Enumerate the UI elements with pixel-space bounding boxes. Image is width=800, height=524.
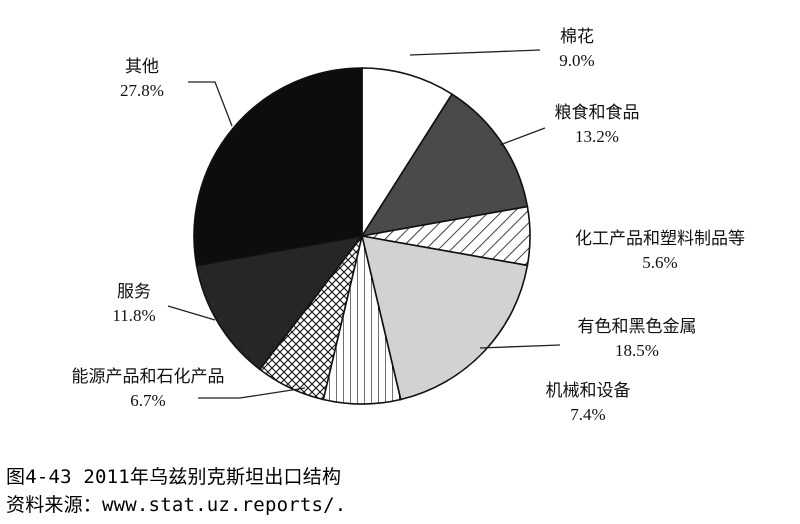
figure-caption-source: 资料来源：www.stat.uz.reports/. bbox=[6, 494, 347, 516]
slice-value-label-7: 11.8% bbox=[112, 306, 155, 325]
slice-value-label-5: 7.4% bbox=[570, 405, 605, 424]
slice-value-label-8: 27.8% bbox=[120, 81, 164, 100]
slice-label-8: 其他 bbox=[125, 57, 159, 77]
pie-slice-2 bbox=[360, 93, 529, 238]
leader-line-4 bbox=[479, 344, 561, 349]
pie-slice-1 bbox=[361, 67, 454, 239]
figure-caption-title: 图4-43 2011年乌兹别克斯坦出口结构 bbox=[6, 466, 342, 488]
slice-value-label-4: 18.5% bbox=[615, 341, 659, 360]
slice-label-7: 服务 bbox=[117, 282, 151, 302]
slice-label-3: 化工产品和塑料制品等 bbox=[575, 229, 745, 249]
slice-value-label-2: 13.2% bbox=[575, 127, 619, 146]
pie-slice-8 bbox=[193, 67, 363, 267]
slice-value-label-1: 9.0% bbox=[559, 51, 594, 70]
pie-slice-4 bbox=[360, 234, 529, 401]
leader-line-2 bbox=[499, 127, 546, 146]
slice-label-5: 机械和设备 bbox=[546, 381, 631, 401]
pie-chart-svg: 棉花 9.0% 粮食和食品 13.2% 化工产品和塑料制品等 5.6% 有色和黑色金属 18.… bbox=[72, 27, 746, 424]
slice-label-4: 有色和黑色金属 bbox=[578, 317, 697, 337]
pie-chart: 棉花 9.0% 粮食和食品 13.2% 化工产品和塑料制品等 5.6% 有色和黑色金属 18.… bbox=[72, 27, 746, 424]
pie-slice-7 bbox=[195, 234, 364, 371]
leader-line-1 bbox=[409, 49, 541, 56]
leader-line-7 bbox=[167, 305, 216, 321]
slice-label-2: 粮食和食品 bbox=[555, 103, 640, 123]
leader-line-8 bbox=[188, 81, 233, 127]
slice-label-1: 棉花 bbox=[560, 27, 594, 47]
slice-value-label-6: 6.7% bbox=[130, 391, 165, 410]
leader-line-6 bbox=[198, 387, 306, 399]
slice-value-label-3: 5.6% bbox=[642, 253, 677, 272]
slice-label-6: 能源产品和石化产品 bbox=[72, 367, 225, 387]
